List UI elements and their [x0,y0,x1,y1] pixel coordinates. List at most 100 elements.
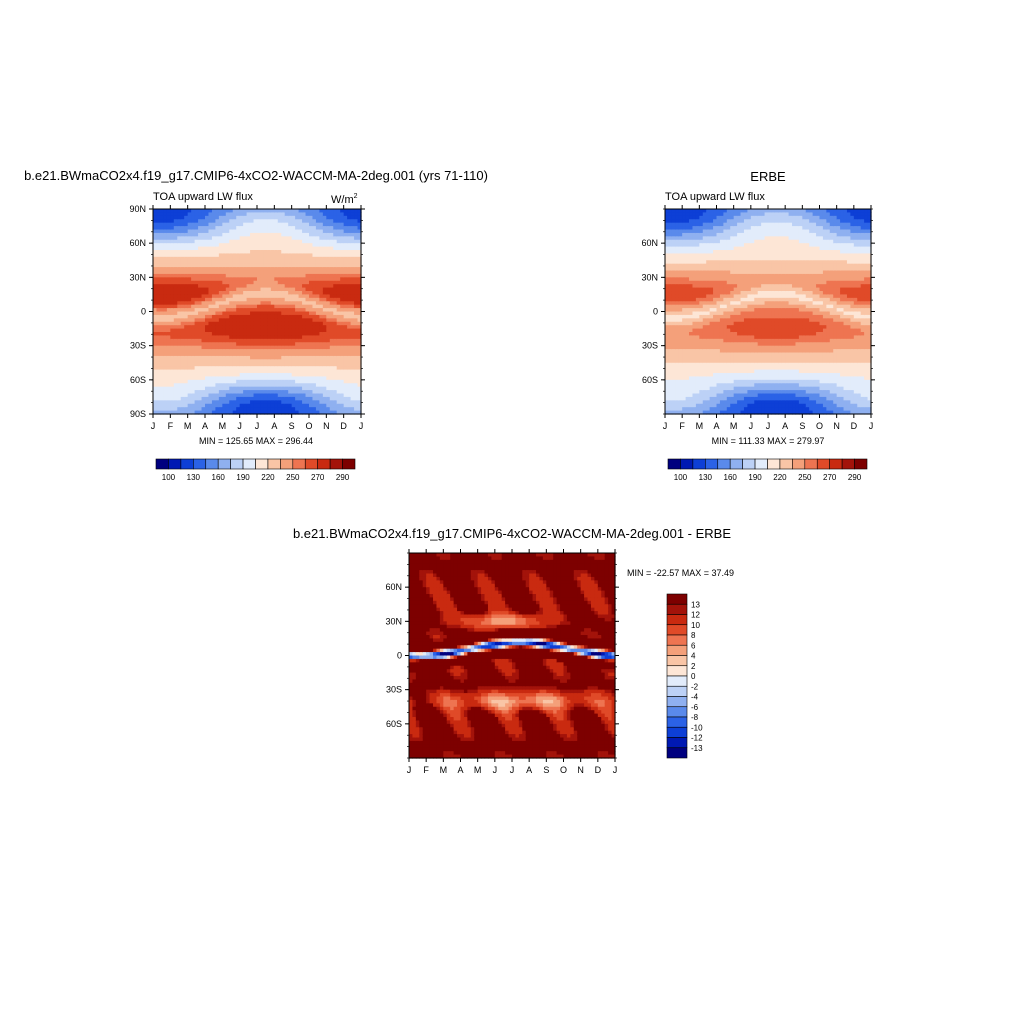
panel1-cell [205,209,210,214]
panel2-cell [702,403,707,408]
panel1-cell [159,396,164,401]
panel1-cell [350,243,355,248]
panel1-cell [180,294,185,299]
panel1-cell [326,232,331,237]
panel2-cell [723,297,728,302]
panel1-cell [166,369,171,374]
panel1-cell [329,393,334,398]
panel1-cell [177,239,182,244]
panel2-cell [723,304,728,309]
panel1-cell [288,400,293,405]
panel2-cell [675,359,680,364]
panel1-cell [274,383,279,388]
panel1-cell [239,335,244,340]
panel1-cell [329,284,334,289]
panel1-cell [246,403,251,408]
panel2-cell [709,209,714,214]
panel2-cell [668,273,673,278]
panel1-cell [315,270,320,275]
panel1-cell [180,215,185,220]
panel2-cell [713,304,718,309]
panel1-cell [291,308,296,313]
panel1-cell [354,243,359,248]
panel1-cell [225,355,230,360]
panel1-cell [340,280,345,285]
panel1-cell [163,410,168,415]
panel2-cell [665,284,670,289]
panel1-cell [201,386,206,391]
panel1-cell [322,390,327,395]
panel1-cell [239,294,244,299]
panel1-cell [239,338,244,343]
panel1-cell [201,280,206,285]
panel2-cell [685,342,690,347]
panel1-cell [347,294,352,299]
panel1-cell [211,253,216,258]
panel1-cell [191,359,196,364]
panel2-cell [689,253,694,258]
panel1-cell [222,277,227,282]
panel1-cell [198,345,203,350]
panel1-cell [267,291,272,296]
panel1-cell [208,253,213,258]
panel2-cell [689,250,694,255]
panel2-cell [665,308,670,313]
panel2-cell [699,335,704,340]
panel2-cell [671,321,676,326]
panel2-cell [716,332,721,337]
panel1-cell [309,308,314,313]
panel1-cell [177,301,182,306]
panel1-cell [357,407,362,412]
panel1-cell [229,379,234,384]
panel1-cell [281,219,286,224]
panel2-cell [671,253,676,258]
panel2-cell [682,314,687,319]
panel1-cell [184,373,189,378]
panel1-cell [329,209,334,214]
panel1-cell [180,321,185,326]
panel1-cell [198,215,203,220]
panel1-cell [198,400,203,405]
panel2-cell [678,304,683,309]
panel2-cell [671,318,676,323]
panel1-cell [191,383,196,388]
panel1-cell [163,229,168,234]
panel1-cell [260,263,265,268]
panel1-cell [211,243,216,248]
panel2-cell [668,400,673,405]
panel1-cell [198,263,203,268]
panel1-cell [153,359,158,364]
panel1-cell [343,280,348,285]
panel1-cell [153,209,158,214]
panel1-cell [270,362,275,367]
panel2-cell [675,291,680,296]
panel2-cell [716,366,721,371]
panel1-cell [288,338,293,343]
panel2-cell [682,226,687,231]
panel1-cell [239,253,244,258]
panel1-cell [180,386,185,391]
panel2-cell [671,376,676,381]
panel1-cell [302,359,307,364]
panel1-cell [257,291,262,296]
panel1-cell [239,383,244,388]
panel2-cell [719,277,724,282]
panel1-cell [270,280,275,285]
panel2-cell [682,379,687,384]
panel2-cell [668,222,673,227]
panel1-cell [340,325,345,330]
panel1-cell [180,236,185,241]
panel1-cell [191,222,196,227]
panel1-cell [288,376,293,381]
panel1-cell [340,362,345,367]
panel2-cell [723,280,728,285]
panel1-cell [225,383,230,388]
panel1-cell [246,239,251,244]
panel1-cell [229,267,234,272]
panel1-cell [170,294,175,299]
panel1-cell [187,335,192,340]
panel1-cell [166,386,171,391]
panel1-cell [246,273,251,278]
panel2-cell [689,232,694,237]
panel2-cell [733,400,738,405]
